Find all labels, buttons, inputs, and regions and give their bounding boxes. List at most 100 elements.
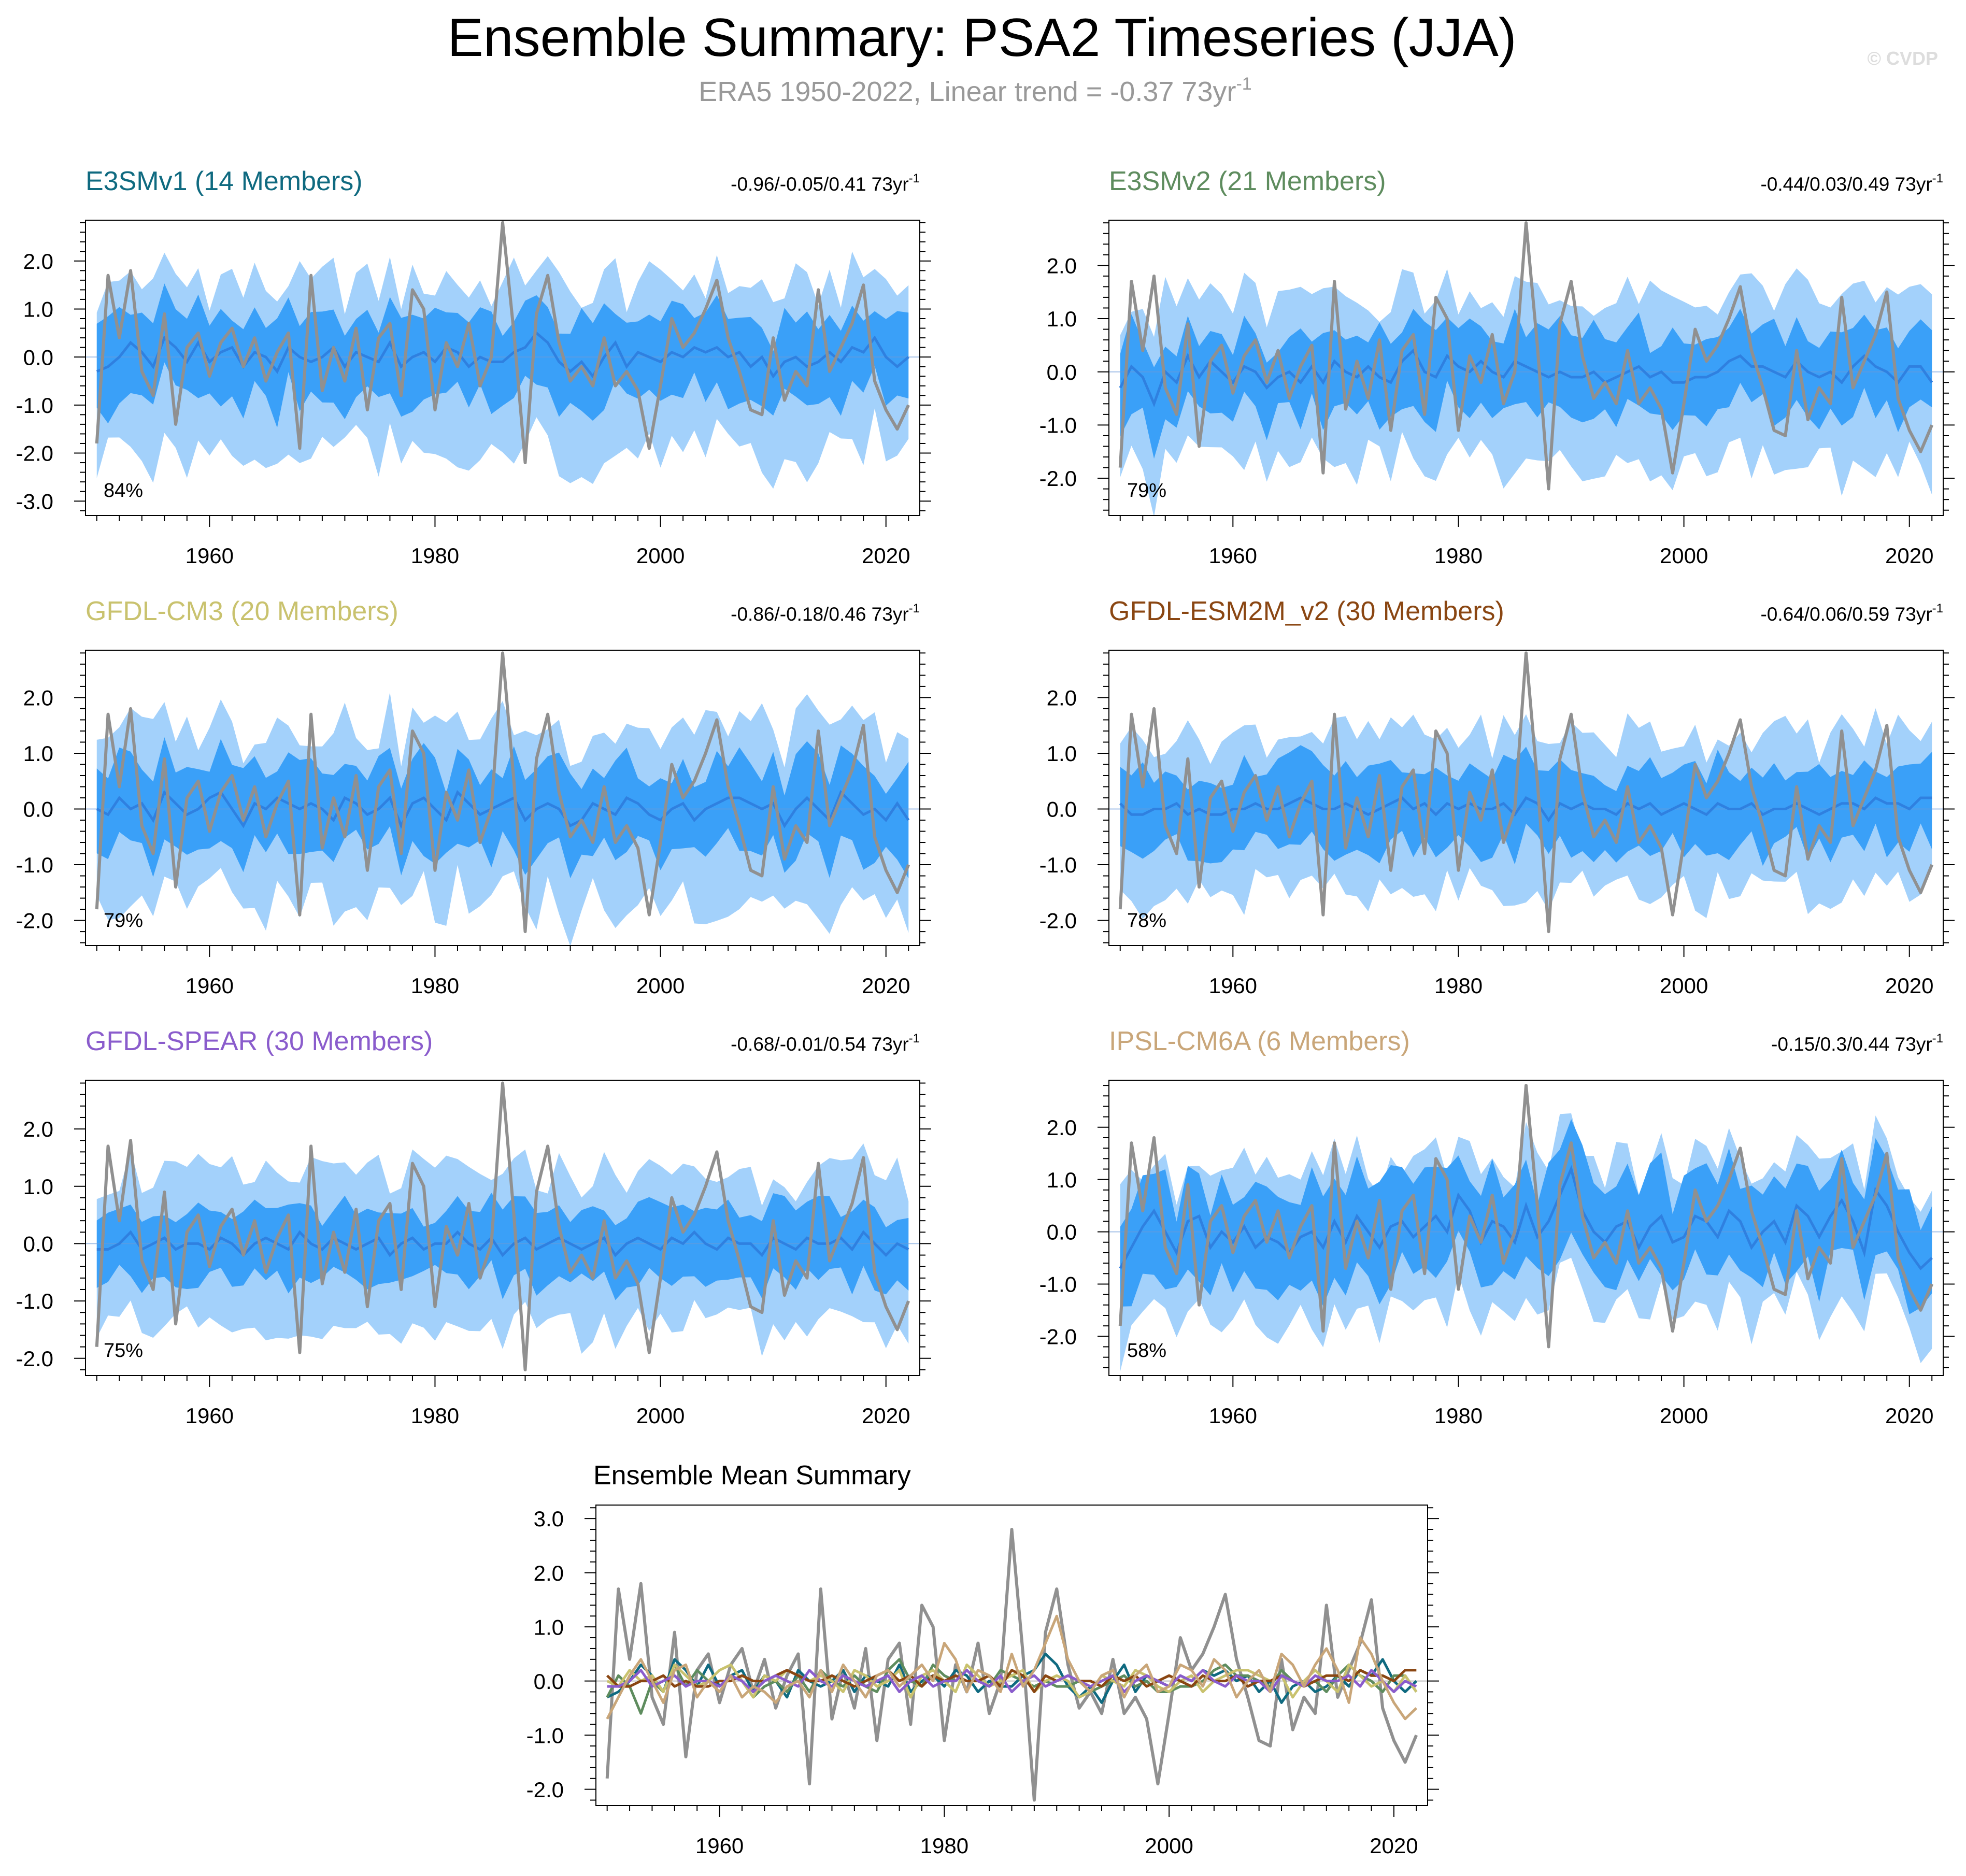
- x-tick-label: 2000: [1145, 1834, 1193, 1858]
- x-tick-label: 1980: [411, 543, 459, 568]
- y-tick-label: -1.0: [526, 1723, 564, 1748]
- panel-trend-values: -0.86/-0.18/0.46 73yr: [731, 604, 909, 625]
- figure-title: Ensemble Summary: PSA2 Timeseries (JJA): [447, 8, 1516, 68]
- panel-trend: -0.86/-0.18/0.46 73yr-1: [731, 602, 920, 625]
- panel-trend: -0.68/-0.01/0.54 73yr-1: [731, 1032, 920, 1055]
- y-tick-label: 2.0: [1047, 253, 1077, 278]
- y-tick-label: 0.0: [1047, 1220, 1077, 1244]
- x-tick-label: 1980: [920, 1834, 968, 1858]
- y-tick-label: -2.0: [16, 441, 53, 466]
- inner-spread-band: [1120, 308, 1932, 459]
- x-tick-label: 1960: [186, 543, 234, 568]
- panel-trend-values: -0.44/0.03/0.49 73yr: [1760, 174, 1932, 195]
- panel-trend: -0.96/-0.05/0.41 73yr-1: [731, 171, 920, 195]
- y-tick-label: 2.0: [23, 686, 53, 710]
- x-tick-label: 2000: [636, 973, 685, 998]
- y-tick-label: 1.0: [23, 297, 53, 322]
- x-tick-label: 2020: [1885, 973, 1933, 998]
- y-tick-label: 1.0: [534, 1615, 564, 1639]
- summary-title: Ensemble Mean Summary: [593, 1460, 911, 1491]
- panel-trend-values: -0.68/-0.01/0.54 73yr: [731, 1034, 909, 1055]
- panel-gfdl-cm3: 1960 1980 2000 2020 2.0 1.0 0.0 -1.0 -2.0 GFDL-CM…: [16, 596, 931, 998]
- y-tick-label: 0.0: [1047, 797, 1077, 822]
- y-tick-label: -2.0: [526, 1778, 564, 1802]
- panel-grid: 1960 1980 2000 2020 2.0 1.0 0.0 -1.0 -2.0 -3.0 E3S…: [16, 166, 1955, 1428]
- y-tick-label: -2.0: [1039, 466, 1077, 491]
- ensemble-mean-line: [96, 331, 909, 379]
- panel-percent: 79%: [104, 910, 143, 932]
- x-tick-label: 1980: [411, 1404, 459, 1428]
- y-tick-label: -1.0: [1039, 1272, 1077, 1297]
- y-tick-label: -2.0: [1039, 1324, 1077, 1349]
- x-tick-label: 1980: [1434, 973, 1483, 998]
- y-tick-label: -2.0: [1039, 909, 1077, 933]
- y-tick-label: 0.0: [23, 345, 53, 369]
- plot-area: [1109, 1084, 1943, 1372]
- y-tick-label: -1.0: [1039, 853, 1077, 877]
- x-tick-label: 2000: [1660, 973, 1708, 998]
- panel-trend-exponent: -1: [1932, 171, 1943, 185]
- x-tick-label: 2020: [1370, 1834, 1418, 1858]
- panel-e3smv2: 1960 1980 2000 2020 2.0 1.0 0.0 -1.0 -2.0 E3SMv2 …: [1039, 166, 1955, 568]
- ensemble-mean-line: [96, 1230, 909, 1257]
- x-tick-label: 1980: [1434, 1404, 1483, 1428]
- plot-area: [1109, 651, 1943, 934]
- panel-title: GFDL-CM3 (20 Members): [86, 596, 398, 626]
- x-tick-label: 1960: [1209, 973, 1257, 998]
- y-tick-label: 1.0: [23, 741, 53, 766]
- panel-trend-exponent: -1: [909, 1032, 920, 1046]
- plot-area: [1109, 221, 1943, 515]
- ensemble-mean-line: [1119, 1165, 1933, 1270]
- y-tick-label: 2.0: [534, 1561, 564, 1585]
- summary-plot-area: [596, 1528, 1428, 1802]
- x-tick-label: 2020: [862, 543, 910, 568]
- panel-title: GFDL-SPEAR (30 Members): [86, 1026, 433, 1056]
- y-tick-label: 0.0: [1047, 360, 1077, 384]
- panel-gfdl-spear: 1960 1980 2000 2020 2.0 1.0 0.0 -1.0 -2.0 GFDL-SP…: [16, 1026, 931, 1428]
- x-tick-label: 1960: [186, 1404, 234, 1428]
- inner-spread-band: [96, 283, 909, 428]
- x-tick-label: 2020: [862, 973, 910, 998]
- panel-trend-exponent: -1: [909, 171, 920, 185]
- panel-trend-exponent: -1: [1932, 602, 1943, 615]
- inner-spread-band: [96, 1193, 909, 1300]
- y-tick-label: -1.0: [16, 393, 53, 418]
- inner-spread-band: [1120, 1119, 1932, 1314]
- x-tick-label: 1980: [1434, 543, 1483, 568]
- x-tick-label: 1980: [411, 973, 459, 998]
- y-tick-label: 1.0: [1047, 741, 1077, 766]
- figure-subtitle: ERA5 1950-2022, Linear trend = -0.37 73y…: [699, 74, 1251, 107]
- x-tick-label: 2000: [636, 543, 685, 568]
- panel-gfdl-esm2m_v2: 1960 1980 2000 2020 2.0 1.0 0.0 -1.0 -2.0 GFDL-ES…: [1039, 596, 1955, 998]
- panel-title: E3SMv2 (21 Members): [1109, 166, 1386, 196]
- panel-trend-values: -0.64/0.06/0.59 73yr: [1760, 604, 1932, 625]
- x-tick-label: 1960: [1209, 543, 1257, 568]
- plot-area: [86, 221, 920, 489]
- ensemble-mean-line: [1119, 796, 1932, 823]
- y-tick-label: 1.0: [23, 1175, 53, 1199]
- y-tick-label: -1.0: [1039, 413, 1077, 438]
- panel-title: E3SMv1 (14 Members): [86, 166, 363, 196]
- y-tick-label: 2.0: [1047, 1115, 1077, 1140]
- panel-trend: -0.64/0.06/0.59 73yr-1: [1760, 602, 1943, 625]
- observation-line: [605, 1528, 1418, 1802]
- panel-trend-values: -0.96/-0.05/0.41 73yr: [731, 174, 909, 195]
- y-tick-label: 3.0: [534, 1507, 564, 1531]
- panel-trend-exponent: -1: [1932, 1032, 1943, 1046]
- y-tick-label: 0.0: [23, 1232, 53, 1256]
- panel-title: GFDL-ESM2M_v2 (30 Members): [1109, 596, 1504, 626]
- panel-trend-values: -0.15/0.3/0.44 73yr: [1771, 1034, 1932, 1055]
- observation-line: [1118, 1084, 1933, 1349]
- mean-line-e3smv1: [606, 1652, 1418, 1704]
- y-tick-label: 0.0: [23, 797, 53, 822]
- plot-area: [86, 1081, 920, 1371]
- y-tick-label: -3.0: [16, 489, 53, 513]
- panel-percent: 78%: [1127, 910, 1166, 932]
- observation-line: [1118, 651, 1934, 934]
- y-tick-label: 2.0: [1047, 686, 1077, 710]
- y-tick-label: 1.0: [1047, 1168, 1077, 1192]
- y-tick-label: 2.0: [23, 249, 53, 274]
- x-tick-label: 2000: [1660, 543, 1708, 568]
- ensemble-mean-line: [96, 790, 910, 829]
- x-tick-label: 2020: [1885, 543, 1933, 568]
